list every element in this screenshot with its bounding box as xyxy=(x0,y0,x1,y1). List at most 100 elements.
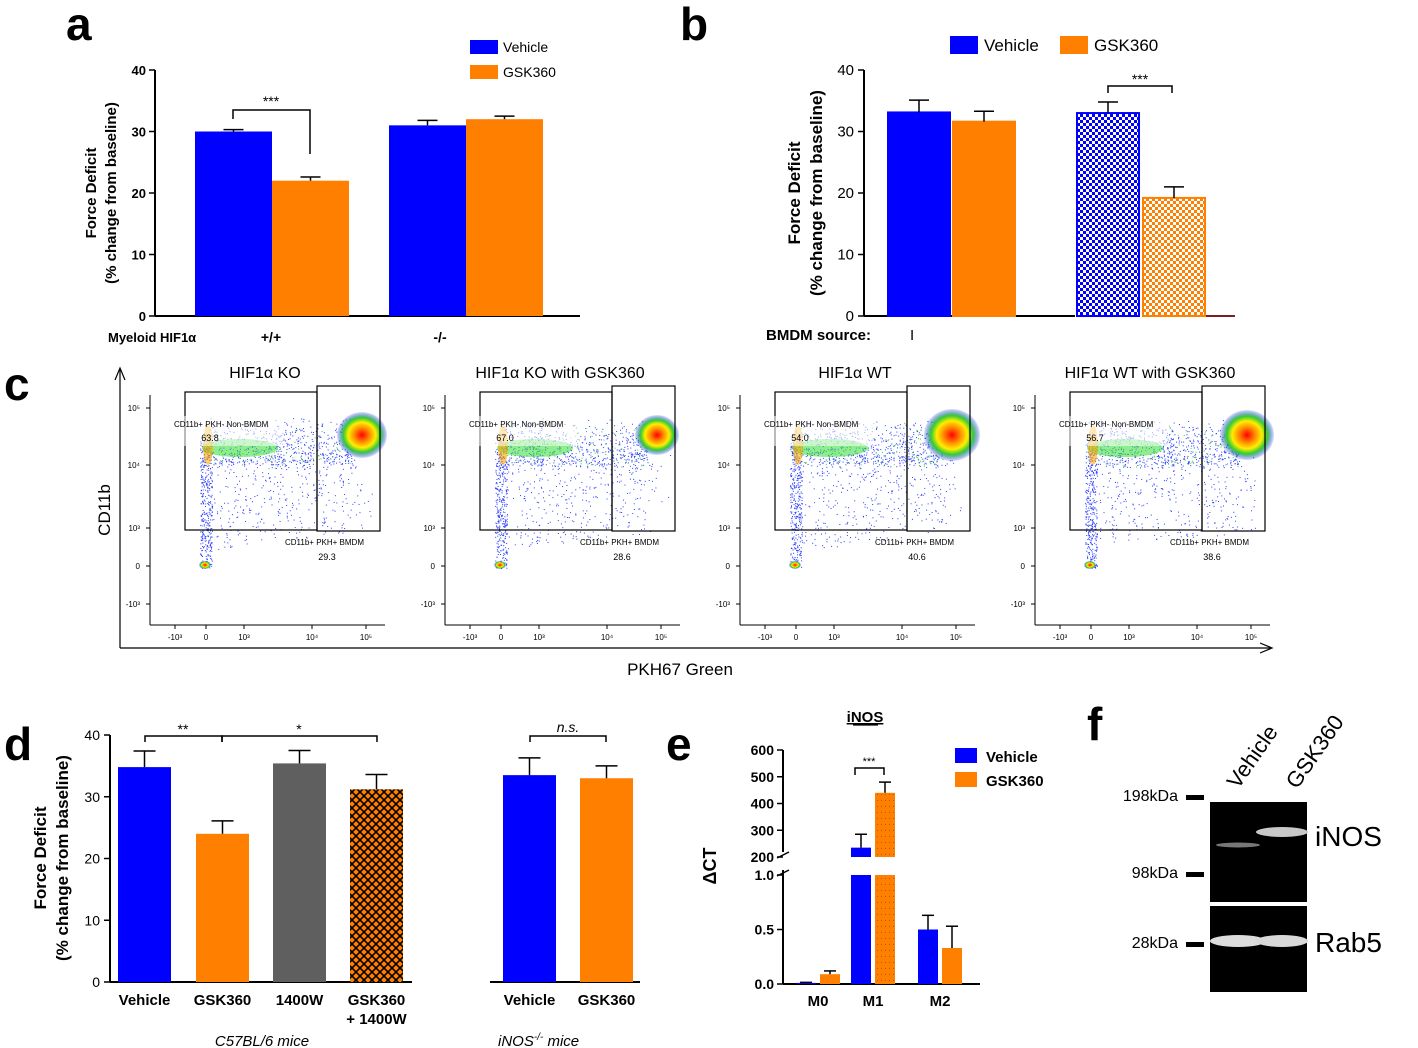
flow-xtick: 10⁴ xyxy=(306,633,319,642)
blot-marker-198: 198kDa xyxy=(1123,788,1178,805)
chart-e-bar-gsk360-M0 xyxy=(820,974,840,984)
chart-e-xlabel: M2 xyxy=(930,993,951,1010)
legend-a-gsk: GSK360 xyxy=(503,64,556,80)
chart-b-bar-gsk360-1 xyxy=(1142,196,1206,317)
flow-ytick: 0 xyxy=(726,562,731,571)
chart-a-category-ko: -/- xyxy=(433,329,447,345)
chart-a-ylabel-1: Force Deficit xyxy=(83,148,100,239)
flow-hotspot xyxy=(337,412,387,458)
flow-ytick: -10³ xyxy=(1011,600,1026,609)
chart-d-ytick: 10 xyxy=(84,912,100,928)
flow-plot-1: HIF1α KO with GSK360 10⁵ 10⁴ 10³ 0 -10³ -10³ 0 1… xyxy=(421,365,680,642)
flow-hotspot xyxy=(635,415,679,455)
flow-ytick: 0 xyxy=(1021,562,1026,571)
flow-plot-title: HIF1α WT xyxy=(818,365,891,382)
flow-xtick: -10³ xyxy=(1053,633,1068,642)
chart-a-bar-gsk360-0 xyxy=(272,180,349,316)
gate-bmdm-value: 38.6 xyxy=(1203,552,1221,562)
flow-plot-3: HIF1α WT with GSK360 10⁵ 10⁴ 10³ 0 -10³ -10³ 0 1… xyxy=(1011,365,1274,642)
blot-marker-98: 98kDa xyxy=(1132,865,1178,882)
gate-bmdm-value: 28.6 xyxy=(613,552,631,562)
flow-ytick: 10⁵ xyxy=(128,404,140,413)
flow-ytick: 10³ xyxy=(718,524,730,533)
legend-e-gsk-swatch xyxy=(955,772,977,787)
panel-label-d: d xyxy=(4,718,32,770)
chart-d-sig-2: * xyxy=(296,721,302,737)
flow-xtick: 0 xyxy=(794,633,799,642)
legend-a-vehicle-swatch xyxy=(470,40,498,54)
gate-bmdm-label: CD11b+ PKH+ BMDM xyxy=(285,538,364,547)
chart-e-bar-vehicle-M1-lower xyxy=(851,875,871,984)
flow-xtick: 10³ xyxy=(238,633,250,642)
chart-b-ylabel-2: (% change from baseline) xyxy=(807,90,826,296)
gate-nonbmdm-label: CD11b+ PKH- Non-BMDM xyxy=(469,420,564,429)
band-inos-vehicle xyxy=(1216,842,1260,848)
chart-e-xlabel: M1 xyxy=(863,993,884,1010)
legend-b-vehicle-swatch xyxy=(950,36,978,54)
chart-d-sig-3: n.s. xyxy=(557,719,580,735)
legend-b-gsk: GSK360 xyxy=(1094,36,1158,55)
chart-e-bar-vehicle-M1 xyxy=(851,847,871,857)
chart-a-ytick: 30 xyxy=(132,125,146,140)
flow-ytick: 10³ xyxy=(423,524,435,533)
flow-ytick: -10³ xyxy=(421,600,436,609)
gate-bmdm xyxy=(611,385,676,532)
flow-xtick: 10⁴ xyxy=(601,633,614,642)
flow-ytick: -10³ xyxy=(126,600,141,609)
legend-e-gsk: GSK360 xyxy=(986,773,1044,790)
legend-a-vehicle: Vehicle xyxy=(503,39,548,55)
chart-d-ylabel-1: Force Deficit xyxy=(31,806,50,909)
chart-e-ytick-upper: 400 xyxy=(751,796,775,812)
blot-lane-gsk: GSK360 xyxy=(1281,710,1349,792)
panel-label-f: f xyxy=(1087,698,1103,750)
chart-d-bar-4 xyxy=(503,775,556,982)
flow-ytick: -10³ xyxy=(716,600,731,609)
flow-xtick: 10⁵ xyxy=(360,633,372,642)
chart-d-bar-0 xyxy=(118,767,171,982)
chart-a-bar-vehicle-1 xyxy=(389,125,466,316)
gate-bmdm-label: CD11b+ PKH+ BMDM xyxy=(580,538,659,547)
flow-xtick: 10⁵ xyxy=(1245,633,1257,642)
blot-lane-vehicle: Vehicle xyxy=(1222,720,1283,792)
blot-inos-membrane xyxy=(1210,802,1307,902)
flow-xtick: 10⁴ xyxy=(896,633,909,642)
chart-e-bar-gsk360-M2 xyxy=(942,948,962,984)
flow-ytick: 10⁵ xyxy=(1013,404,1025,413)
flow-xtick: -10³ xyxy=(758,633,773,642)
chart-a-ytick: 40 xyxy=(132,63,146,78)
gate-nonbmdm-label: CD11b+ PKH- Non-BMDM xyxy=(174,420,269,429)
gate-nonbmdm-value: 54.0 xyxy=(791,433,809,443)
chart-d-bar-5 xyxy=(580,778,633,982)
chart-b-ytick: 10 xyxy=(837,247,854,264)
flow-xtick: 10⁵ xyxy=(655,633,667,642)
chart-b-bar-gsk360-0 xyxy=(952,120,1016,317)
chart-e: iNOS ΔCT 200 300 400 500 600 0.0 0.5 1.0 M0 M1 M2… xyxy=(700,709,1044,1010)
flow-ytick: 10³ xyxy=(128,524,140,533)
chart-d: Force Deficit (% change from baseline) 0… xyxy=(31,719,640,1048)
chart-d-xlabel: GSK360 xyxy=(348,992,406,1009)
flow-xtick: 10³ xyxy=(1123,633,1135,642)
flow-hotspot xyxy=(1220,410,1274,460)
chart-a-ytick: 0 xyxy=(139,309,146,324)
blot-label-rab5: Rab5 xyxy=(1315,927,1382,958)
flow-ytick: 10³ xyxy=(1013,524,1025,533)
blot-label-inos: iNOS xyxy=(1315,821,1382,852)
flow-ytick: 0 xyxy=(136,562,141,571)
flow-plot-title: HIF1α KO with GSK360 xyxy=(475,365,644,382)
chart-a-significance: *** xyxy=(263,93,280,109)
chart-a-ytick: 10 xyxy=(132,248,146,263)
chart-a-category-axis-label: Myeloid HIF1α xyxy=(108,330,196,345)
flow-plot-title: HIF1α WT with GSK360 xyxy=(1065,365,1236,382)
legend-b-gsk-swatch xyxy=(1060,36,1088,54)
band-inos-gsk xyxy=(1256,827,1308,837)
chart-e-bar-vehicle-M0 xyxy=(796,982,816,984)
chart-e-ytick-upper: 500 xyxy=(751,769,775,785)
chart-d-group-c57: C57BL/6 mice xyxy=(215,1033,309,1048)
panel-label-b: b xyxy=(680,0,708,50)
flow-xtick: 10⁵ xyxy=(950,633,962,642)
gate-bmdm-value: 29.3 xyxy=(318,552,336,562)
gate-bmdm xyxy=(316,385,381,532)
chart-b-category-tick: I xyxy=(910,327,914,344)
chart-b-ytick: 20 xyxy=(837,185,854,202)
gate-bmdm xyxy=(906,385,971,532)
